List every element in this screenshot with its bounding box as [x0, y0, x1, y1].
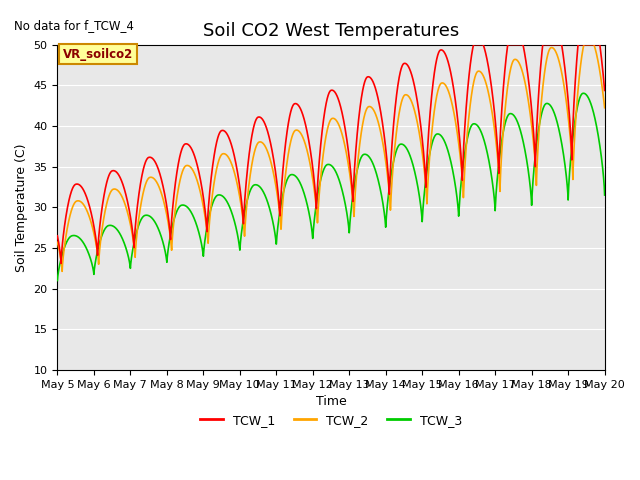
Title: Soil CO2 West Temperatures: Soil CO2 West Temperatures: [203, 22, 459, 40]
Line: TCW_1: TCW_1: [58, 45, 605, 264]
TCW_1: [470, 42, 477, 48]
TCW_2: [590, 43, 598, 48]
TCW_2: [54, 240, 61, 245]
TCW_1: [54, 233, 61, 239]
TCW_3: [601, 192, 609, 198]
TCW_2: [58, 268, 66, 274]
TCW_3: [54, 277, 61, 283]
TCW_3: [148, 216, 156, 221]
TCW_3: [590, 112, 598, 118]
Y-axis label: Soil Temperature (C): Soil Temperature (C): [15, 143, 28, 272]
TCW_1: [116, 174, 124, 180]
X-axis label: Time: Time: [316, 395, 346, 408]
TCW_3: [264, 198, 271, 204]
TCW_2: [580, 42, 588, 48]
TCW_2: [264, 148, 271, 154]
TCW_2: [287, 137, 295, 143]
TCW_1: [57, 261, 65, 266]
Legend: TCW_1, TCW_2, TCW_3: TCW_1, TCW_2, TCW_3: [195, 409, 467, 432]
TCW_3: [116, 231, 124, 237]
TCW_2: [116, 190, 124, 196]
TCW_3: [580, 90, 588, 96]
TCW_3: [287, 172, 295, 178]
Line: TCW_3: TCW_3: [58, 93, 605, 280]
TCW_1: [531, 164, 539, 169]
TCW_1: [601, 87, 609, 93]
Line: TCW_2: TCW_2: [58, 45, 605, 271]
TCW_3: [531, 156, 539, 162]
TCW_2: [531, 159, 539, 165]
TCW_2: [601, 105, 609, 110]
TCW_1: [148, 156, 156, 161]
Text: No data for f_TCW_4: No data for f_TCW_4: [13, 19, 134, 32]
Text: VR_soilco2: VR_soilco2: [63, 48, 133, 60]
TCW_1: [590, 42, 598, 48]
TCW_1: [264, 128, 271, 134]
TCW_2: [148, 175, 156, 180]
TCW_1: [287, 108, 295, 113]
